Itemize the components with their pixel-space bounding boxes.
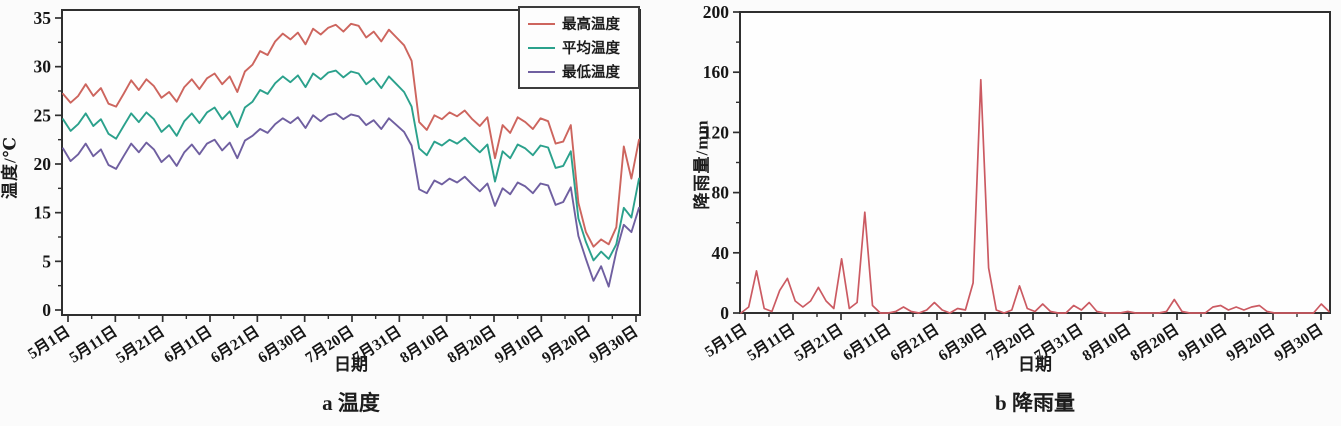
- y-tick-label: 20: [34, 154, 52, 174]
- legend-label: 最高温度: [562, 17, 620, 33]
- max-temp-line: [62, 22, 640, 248]
- rainfall-line: [740, 78, 1330, 314]
- legend-item-max-temp: 最高温度: [528, 13, 634, 34]
- legend-label: 平均温度: [562, 41, 620, 57]
- y-tick-label: 0: [42, 300, 51, 320]
- y-tick-label: 200: [703, 2, 730, 22]
- min-temp-line: [62, 112, 640, 288]
- legend-label: 最低温度: [562, 65, 620, 81]
- y-tick-label: 40: [712, 243, 730, 263]
- y-tick-label: 30: [34, 57, 52, 77]
- rainfall-x-axis-title: 日期: [1018, 355, 1052, 374]
- y-tick-label: 25: [34, 105, 52, 125]
- temperature-y-axis-title: 温度/℃: [0, 135, 20, 200]
- y-tick-label: 35: [34, 8, 52, 28]
- temperature-x-axis-title: 日期: [334, 355, 368, 374]
- panel-rainfall: 200 160 120 80 40 0 5月1日 5月11日 5月21日 6月11日 6月21日 6月…: [690, 0, 1341, 426]
- y-tick-label: 80: [712, 183, 730, 203]
- legend-item-min-temp: 最低温度: [528, 61, 634, 82]
- rainfall-y-axis-title: 降雨量/mm: [692, 119, 712, 210]
- caption-a: a 温度: [322, 391, 380, 415]
- caption-b: b 降雨量: [995, 391, 1075, 415]
- min-temp-line-swatch: [528, 70, 555, 73]
- max-temp-line-swatch: [528, 22, 555, 25]
- rainfall-chart: 200160120804005月1日5月11日5月21日6月11日6月21日6月…: [701, 2, 1331, 365]
- y-tick-label: 5: [42, 251, 51, 271]
- avg-temp-line-swatch: [528, 46, 555, 49]
- y-tick-label: 160: [703, 62, 730, 82]
- plot-frame: [739, 11, 1331, 314]
- y-tick-label: 0: [720, 303, 729, 323]
- avg-temp-line: [62, 69, 640, 262]
- legend-item-avg-temp: 平均温度: [528, 37, 634, 58]
- temperature-legend: 最高温度 平均温度 最低温度: [518, 6, 640, 89]
- panel-temperature: 35 30 25 20 15 5 0 5月1日 5月11日 5月21日 6月11日 6月21日 6月30…: [0, 0, 660, 426]
- y-tick-label: 15: [34, 203, 52, 223]
- y-tick-label: 120: [703, 122, 730, 142]
